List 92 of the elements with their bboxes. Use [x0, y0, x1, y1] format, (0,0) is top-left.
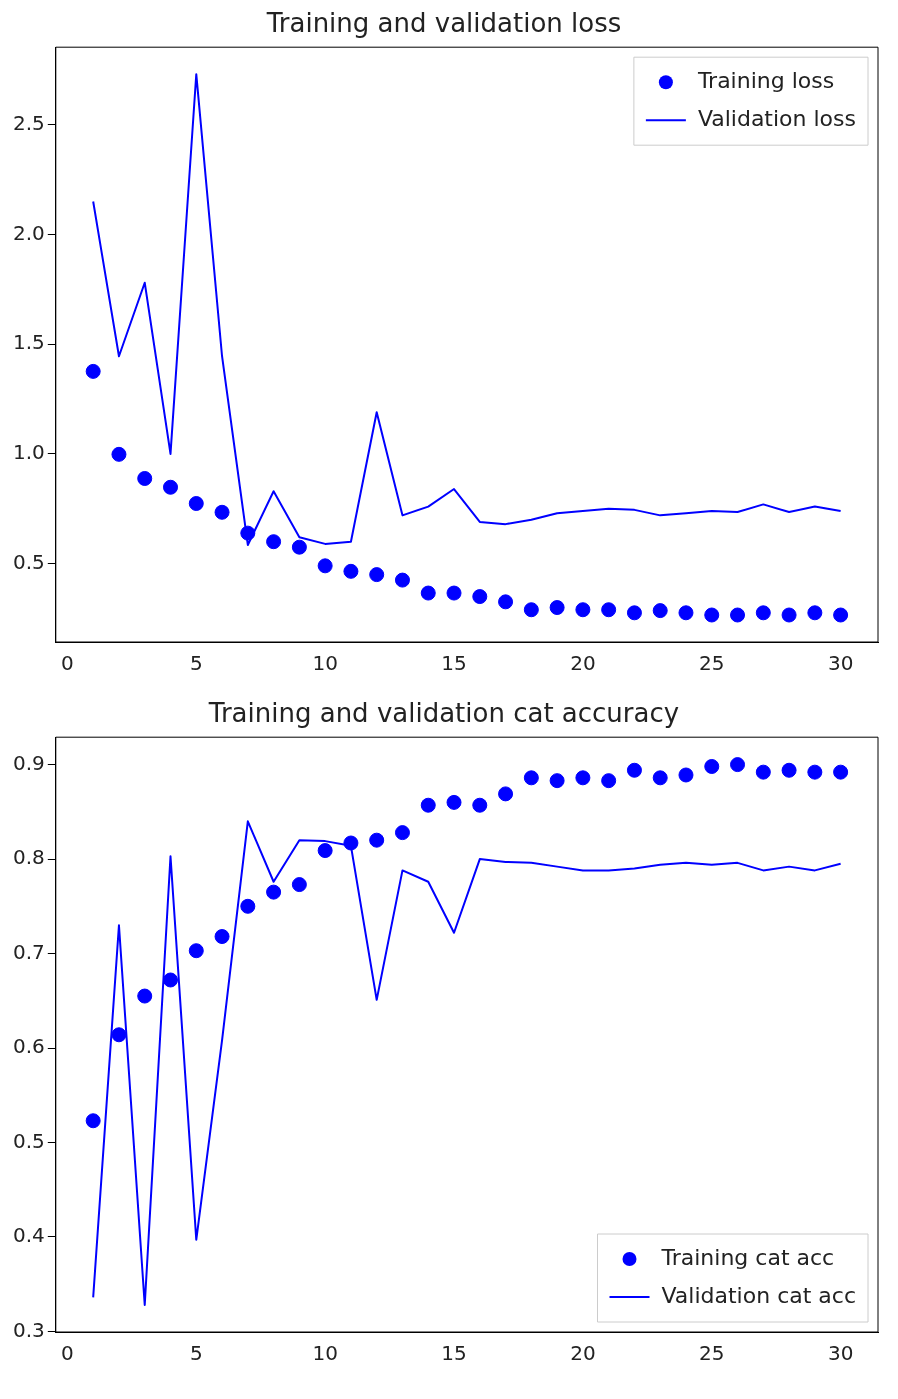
point [111, 446, 127, 462]
point [266, 534, 282, 550]
point [807, 605, 823, 621]
point [678, 767, 694, 783]
point [755, 764, 771, 780]
point [446, 794, 462, 810]
x-tick-label: 30 [827, 651, 854, 676]
point [523, 602, 539, 618]
x-tick-label: 15 [441, 1341, 467, 1366]
point [188, 943, 204, 959]
point [137, 470, 153, 486]
y-tick-label: 0.9 [12, 750, 45, 775]
point [704, 758, 720, 774]
y-tick-label: 0.8 [12, 845, 45, 870]
x-tick-label: 0 [61, 1341, 74, 1366]
point [704, 607, 720, 623]
point [111, 1027, 127, 1043]
point [343, 563, 359, 579]
x-tick-label: 5 [189, 1341, 203, 1366]
point [85, 1113, 101, 1129]
y-tick-label: 0.3 [12, 1317, 45, 1342]
legend-label: Training loss [696, 67, 835, 93]
x-tick-label: 5 [189, 651, 203, 676]
x-tick-label: 25 [699, 651, 725, 676]
legend-label: Validation loss [697, 105, 856, 131]
point [833, 607, 849, 623]
point [601, 773, 617, 789]
chart-title: Training and validation cat accuracy [207, 698, 680, 729]
y-tick-label: 2.5 [12, 110, 45, 135]
y-tick-label: 0.5 [12, 549, 45, 574]
point [291, 539, 307, 555]
point [240, 898, 256, 914]
point [188, 496, 204, 512]
point [601, 602, 617, 618]
point [214, 504, 230, 520]
point [575, 602, 591, 618]
point [652, 770, 668, 786]
y-tick-label: 0.4 [12, 1223, 45, 1248]
point [472, 797, 488, 813]
point [678, 605, 694, 621]
point [781, 762, 797, 778]
point [394, 572, 410, 588]
point [343, 835, 359, 851]
point [317, 558, 333, 574]
point [730, 607, 746, 623]
point [781, 607, 797, 623]
point [163, 479, 178, 495]
point [807, 764, 823, 780]
point [85, 363, 101, 379]
x-tick-label: 10 [312, 651, 338, 676]
x-tick-label: 10 [312, 1341, 338, 1366]
point [137, 988, 153, 1004]
point [498, 594, 514, 610]
point [163, 972, 178, 988]
point [394, 825, 410, 841]
x-tick-label: 20 [570, 1341, 596, 1366]
point [549, 600, 565, 616]
point [446, 585, 462, 601]
y-tick-label: 0.5 [12, 1128, 45, 1153]
legend-label: Training cat acc [660, 1244, 835, 1270]
x-tick-label: 0 [61, 651, 74, 676]
point [240, 525, 256, 541]
point [214, 929, 230, 945]
point [575, 770, 591, 786]
point [291, 877, 307, 893]
point [523, 770, 539, 786]
chart-title: Training and validation loss [265, 8, 622, 39]
y-tick-label: 0.7 [12, 939, 45, 964]
point [549, 773, 565, 789]
x-tick-label: 15 [441, 651, 467, 676]
point [498, 786, 514, 802]
point [369, 832, 385, 848]
point [266, 884, 282, 900]
legend-label: Validation cat acc [661, 1282, 856, 1308]
point [730, 757, 746, 773]
y-tick-label: 1.0 [12, 440, 45, 465]
point [420, 797, 436, 813]
point [420, 585, 436, 601]
point [317, 843, 333, 859]
point [652, 603, 668, 619]
y-tick-label: 1.5 [12, 330, 45, 355]
x-tick-label: 20 [570, 651, 596, 676]
point [833, 764, 849, 780]
y-tick-label: 2.0 [12, 220, 45, 245]
y-tick-label: 0.6 [12, 1034, 45, 1059]
x-tick-label: 25 [699, 1341, 725, 1366]
point [472, 589, 488, 605]
point [755, 605, 771, 621]
point [369, 567, 385, 583]
point [626, 605, 642, 621]
point [626, 762, 642, 778]
x-tick-label: 30 [827, 1341, 854, 1366]
